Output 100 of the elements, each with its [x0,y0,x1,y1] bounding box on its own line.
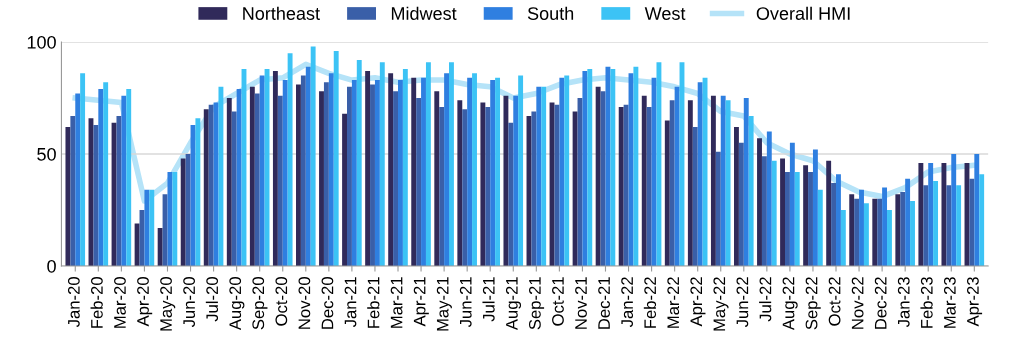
x-tick-label: Jul-22 [759,277,772,322]
bar [664,120,670,266]
bar [941,162,947,266]
bar [933,180,939,266]
bar [393,91,399,266]
x-tick-label: Jan-21 [344,277,357,328]
bar [785,171,790,266]
x-tick-label: Nov-20 [298,277,311,329]
bar [480,102,486,266]
bar [564,75,570,266]
bar [172,171,178,266]
x-tick-label: Aug-22 [782,277,798,331]
bar [595,86,601,266]
bar [895,194,901,266]
bar [831,183,837,266]
bar [208,104,214,266]
bar [296,84,301,266]
x-tick-label: Mar-21 [390,277,403,328]
y-tick-label: 0 [47,259,56,273]
x-tick-label: Oct-20 [275,277,288,326]
x-tick-label: Feb-21 [367,277,380,328]
bar [411,77,417,266]
bar [587,68,593,266]
bar [674,86,680,266]
x-tick-label: Dec-21 [598,277,610,329]
x-tick-label: Apr-20 [137,277,153,327]
x-tick-label: Jun-21 [459,277,472,328]
bar [605,66,611,266]
x-tick-label: Feb-22 [643,277,657,328]
legend-label: West [644,7,686,20]
bar [80,73,86,266]
bar [513,95,519,266]
y-tick-label: 50 [37,147,56,161]
x-tick-label: Sep-22 [805,277,821,330]
bar [462,109,468,266]
bar [467,77,473,266]
bar [485,106,491,266]
bar [808,171,813,266]
bar [70,115,76,266]
bar [656,62,662,266]
bar [323,82,329,266]
bar [374,80,380,266]
bar [328,73,334,266]
bar [180,158,186,266]
bar [531,111,537,266]
x-tick-label: Dec-20 [321,277,334,329]
bar [905,178,911,266]
x-tick-label: Jan-22 [621,277,634,328]
x-tick-label: Jul-20 [205,277,219,322]
x-tick-label: Nov-22 [851,277,864,329]
bar [541,86,547,266]
bar [877,198,883,266]
x-tick-label: Jan-20 [67,277,80,328]
bar [854,198,860,266]
legend-label: Northeast [243,6,320,20]
bar [836,174,841,266]
x-tick-label: Jul-21 [482,277,495,322]
bar [872,198,878,266]
bar [900,192,906,266]
bar [618,106,624,266]
bar [771,160,777,266]
bar [93,124,99,266]
bar [449,62,454,266]
bar [928,162,934,266]
bar [840,210,846,266]
bar [185,154,191,266]
x-tick-label: Mar-23 [943,277,956,328]
bar [503,95,509,266]
bar [956,185,962,266]
bar [259,75,265,266]
bar [319,91,324,266]
bar [789,142,795,266]
bar [812,149,818,266]
x-tick-label: Apr-23 [967,277,983,327]
x-tick-label: Oct-22 [828,277,841,326]
x-tick-label: Mar-20 [114,277,126,328]
bar [351,80,357,266]
bar [370,84,375,266]
bar [641,95,647,266]
bar [365,71,371,266]
x-tick-label: Dec-22 [874,277,887,329]
bar [946,185,952,266]
bar [646,106,652,266]
bar [287,53,293,266]
bar [249,86,255,266]
bar [277,95,283,266]
bar [761,156,767,266]
bar [305,66,311,266]
x-tick-label: May-20 [160,277,176,331]
bar [803,165,809,266]
y-tick-label: 100 [27,35,56,49]
bar [457,100,463,266]
bar [356,59,362,266]
bar [254,93,260,266]
legend-label: South [527,6,574,20]
x-tick-label: Oct-21 [552,277,564,326]
bar [434,91,440,266]
bar [817,189,823,266]
x-tick-label: Apr-21 [413,277,429,327]
bar [610,68,616,266]
